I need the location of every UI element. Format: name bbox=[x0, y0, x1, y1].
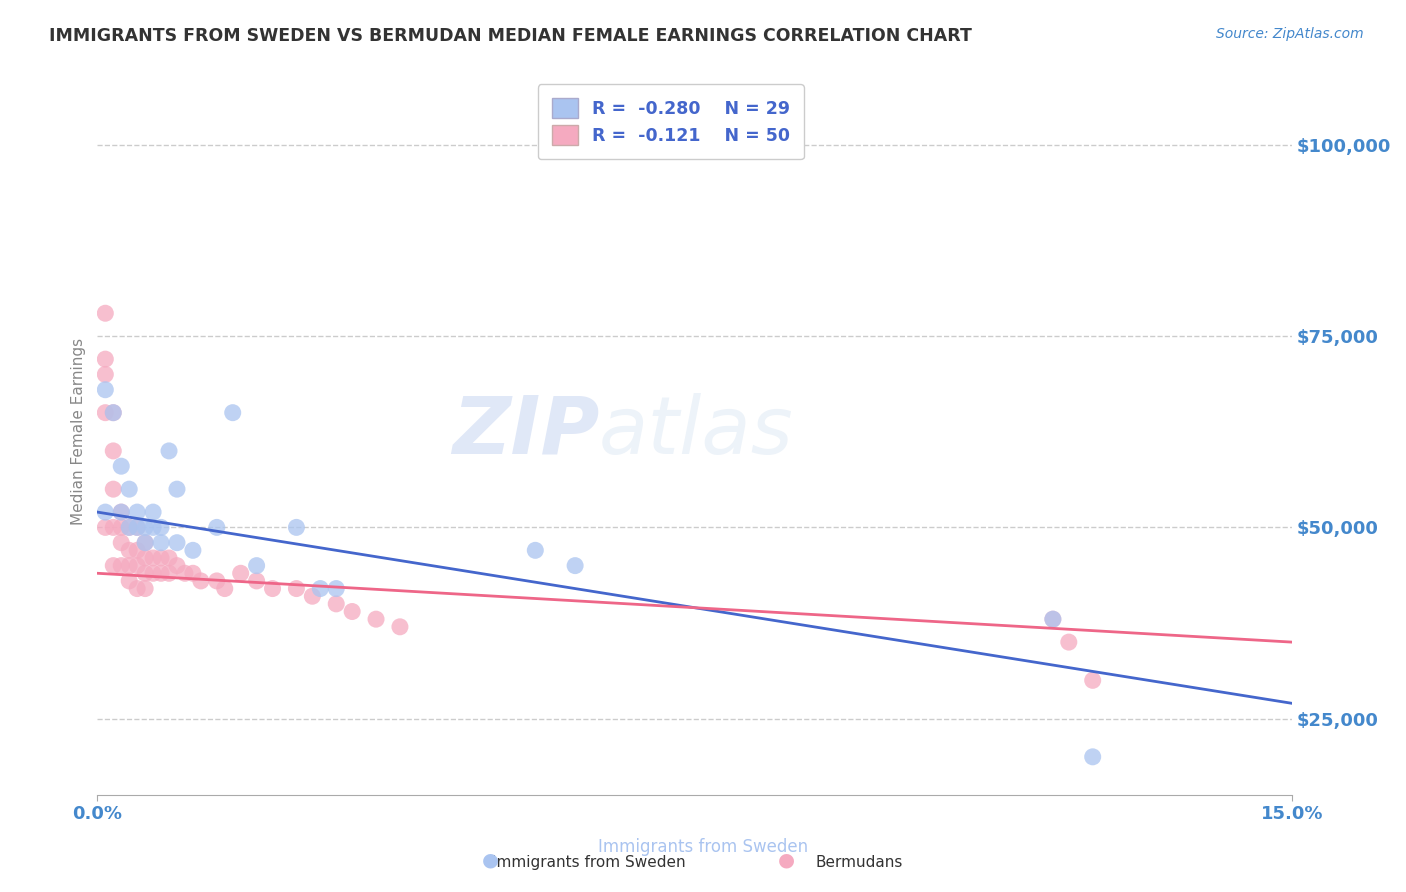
Point bbox=[364, 612, 387, 626]
Point bbox=[340, 605, 363, 619]
Point bbox=[388, 620, 411, 634]
Text: Source: ZipAtlas.com: Source: ZipAtlas.com bbox=[1216, 27, 1364, 41]
Point bbox=[103, 520, 125, 534]
Point bbox=[134, 582, 156, 596]
Text: IMMIGRANTS FROM SWEDEN VS BERMUDAN MEDIAN FEMALE EARNINGS CORRELATION CHART: IMMIGRANTS FROM SWEDEN VS BERMUDAN MEDIA… bbox=[49, 27, 972, 45]
Point bbox=[1081, 749, 1104, 764]
Point bbox=[142, 520, 165, 534]
Point bbox=[127, 582, 149, 596]
Point bbox=[214, 582, 236, 596]
Point bbox=[118, 520, 141, 534]
Point bbox=[246, 558, 269, 573]
Point bbox=[110, 520, 132, 534]
Text: Immigrants from Sweden: Immigrants from Sweden bbox=[598, 838, 808, 856]
Point bbox=[118, 558, 141, 573]
Text: ●: ● bbox=[778, 851, 794, 870]
Point bbox=[1081, 673, 1104, 688]
Point bbox=[166, 482, 188, 496]
Point bbox=[118, 574, 141, 588]
Point bbox=[94, 368, 117, 382]
Point bbox=[1057, 635, 1080, 649]
Point bbox=[150, 551, 173, 566]
Point bbox=[110, 505, 132, 519]
Point bbox=[262, 582, 284, 596]
Point bbox=[142, 551, 165, 566]
Point bbox=[1042, 612, 1064, 626]
Point bbox=[103, 406, 125, 420]
Point bbox=[110, 459, 132, 474]
Point bbox=[118, 482, 141, 496]
Point bbox=[181, 566, 204, 581]
Point bbox=[205, 574, 228, 588]
Point bbox=[205, 520, 228, 534]
Point bbox=[150, 535, 173, 549]
Point bbox=[103, 444, 125, 458]
Point bbox=[246, 574, 269, 588]
Point bbox=[285, 582, 308, 596]
Point bbox=[110, 505, 132, 519]
Text: Immigrants from Sweden: Immigrants from Sweden bbox=[492, 855, 686, 870]
Point bbox=[564, 558, 586, 573]
Point bbox=[134, 520, 156, 534]
Point bbox=[94, 352, 117, 367]
Point bbox=[325, 597, 347, 611]
Point bbox=[134, 566, 156, 581]
Text: Bermudans: Bermudans bbox=[815, 855, 903, 870]
Point bbox=[127, 558, 149, 573]
Point bbox=[103, 406, 125, 420]
Point bbox=[285, 520, 308, 534]
Point bbox=[309, 582, 332, 596]
Point bbox=[94, 383, 117, 397]
Point bbox=[134, 535, 156, 549]
Y-axis label: Median Female Earnings: Median Female Earnings bbox=[72, 338, 86, 525]
Point bbox=[142, 505, 165, 519]
Point bbox=[166, 558, 188, 573]
Point bbox=[229, 566, 252, 581]
Legend: R =  -0.280    N = 29, R =  -0.121    N = 50: R = -0.280 N = 29, R = -0.121 N = 50 bbox=[538, 85, 803, 160]
Point bbox=[157, 551, 180, 566]
Point bbox=[94, 406, 117, 420]
Point bbox=[325, 582, 347, 596]
Text: ●: ● bbox=[482, 851, 499, 870]
Point bbox=[110, 558, 132, 573]
Text: atlas: atlas bbox=[599, 392, 794, 471]
Point bbox=[181, 543, 204, 558]
Point bbox=[94, 306, 117, 320]
Point bbox=[150, 520, 173, 534]
Point bbox=[524, 543, 547, 558]
Point bbox=[110, 535, 132, 549]
Text: ZIP: ZIP bbox=[451, 392, 599, 471]
Point bbox=[127, 543, 149, 558]
Point bbox=[142, 566, 165, 581]
Point bbox=[103, 558, 125, 573]
Point bbox=[118, 520, 141, 534]
Point bbox=[150, 566, 173, 581]
Point bbox=[222, 406, 245, 420]
Point bbox=[134, 551, 156, 566]
Point bbox=[134, 535, 156, 549]
Point bbox=[157, 566, 180, 581]
Point bbox=[301, 589, 323, 603]
Point bbox=[190, 574, 212, 588]
Point bbox=[127, 505, 149, 519]
Point bbox=[94, 520, 117, 534]
Point bbox=[166, 535, 188, 549]
Point bbox=[118, 543, 141, 558]
Point bbox=[127, 520, 149, 534]
Point bbox=[1042, 612, 1064, 626]
Point bbox=[174, 566, 197, 581]
Point bbox=[103, 482, 125, 496]
Point bbox=[127, 520, 149, 534]
Point bbox=[157, 444, 180, 458]
Point bbox=[94, 505, 117, 519]
